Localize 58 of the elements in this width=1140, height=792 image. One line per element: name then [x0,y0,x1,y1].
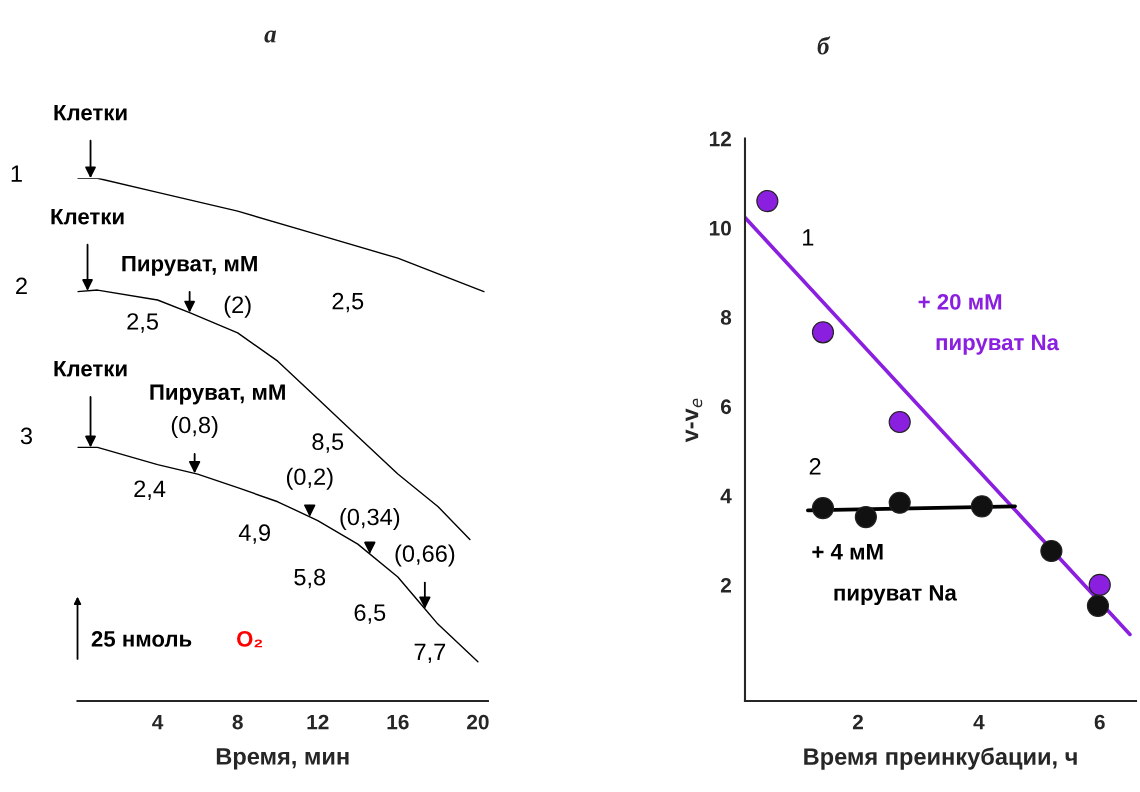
annotation: (0,2) [286,467,333,490]
y-tick-label: 4 [720,488,732,504]
y-axis-title: v-v$_{e}$ [685,398,703,443]
annotation: 2,4 [134,480,166,500]
point [854,505,877,529]
y-tick-label: 6 [720,399,732,415]
annotation: + 20 мМ [918,293,1002,310]
annotation: 7,7 [414,643,446,663]
annotation: (0,34) [340,508,400,531]
annotation: + 4 мМ [812,544,883,560]
x-tick-label: 2 [852,714,863,730]
annotation: (0,66) [395,544,455,567]
annotation: 2,5 [127,313,159,333]
text: 3 [20,427,32,445]
annotation: 6,5 [354,604,386,624]
y-tick-label: 2 [720,577,731,593]
chart-title: а [264,30,277,43]
point [888,410,911,434]
annotation: Пируват, мМ [122,255,257,276]
chart-title: б [817,36,831,55]
x-tick-label: 4 [973,714,985,730]
annotation: 25 нмоль [91,631,192,647]
text: Клетки [54,104,127,121]
point [811,497,835,520]
point [756,189,779,213]
x-axis-title: Время, мин [216,748,349,770]
annotation: пируват Na [936,334,1060,355]
x-tick-label: 4 [152,714,164,730]
point [1088,573,1111,596]
point [1086,594,1110,617]
y-tick-label: 8 [720,310,732,325]
annotation: (0,8) [171,416,218,439]
annotation: 2,5 [332,292,364,313]
annotation: пируват Na [834,585,957,606]
x-tick-label: 8 [232,714,243,730]
x-axis-title: Время преинкубации, ч [804,747,1077,770]
annotation: Клетки [54,361,127,377]
text: 2 [16,277,27,295]
point [811,321,835,344]
annotation: Пируват, мМ [150,384,285,405]
annotation: 2 [809,458,821,475]
y-tick-label: 12 [709,131,731,147]
annotation: 1 [803,229,814,246]
x-tick-label: 12 [307,714,329,730]
point [970,495,993,518]
annotation: (2) [224,295,251,318]
x-tick-label: 6 [1094,714,1105,730]
y-tick-label: 10 [709,220,731,236]
point [888,491,911,514]
point [1040,539,1063,563]
annotation: 5,8 [294,568,326,589]
x-tick-label: 16 [387,714,409,730]
x-tick-label: 20 [467,714,489,730]
annotation: 4,9 [238,524,270,544]
annotation: 8,5 [312,433,344,453]
annotation: O₂ [237,631,263,648]
text: 1 [11,165,22,182]
annotation: Клетки [51,208,124,225]
